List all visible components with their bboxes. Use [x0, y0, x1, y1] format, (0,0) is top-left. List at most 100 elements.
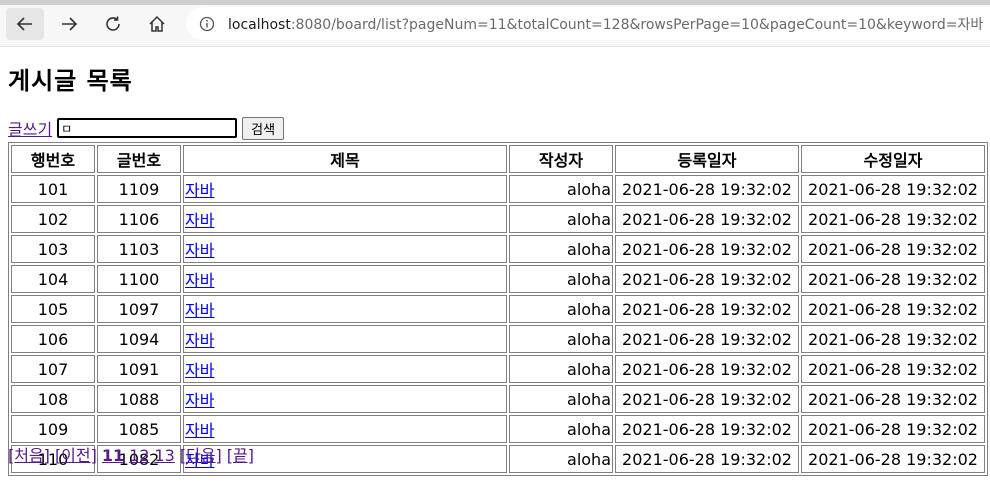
reg-date-cell: 2021-06-28 19:32:02	[615, 445, 799, 473]
post-number-cell: 1094	[97, 325, 181, 353]
post-number-cell: 1100	[97, 265, 181, 293]
search-toolbar: 글쓰기 검색	[8, 116, 285, 140]
mod-date-cell: 2021-06-28 19:32:02	[801, 295, 985, 323]
page-number-list: 11 12 13	[102, 446, 180, 465]
title-cell: 자바	[183, 385, 507, 413]
post-title-link[interactable]: 자바	[185, 181, 215, 200]
url-text: localhost:8080/board/list?pageNum=11&tot…	[228, 14, 983, 34]
row-number-cell: 102	[11, 205, 95, 233]
title-cell: 자바	[183, 265, 507, 293]
title-cell: 자바	[183, 295, 507, 323]
page-number-link[interactable]: 13	[154, 446, 175, 465]
post-number-cell: 1106	[97, 205, 181, 233]
table-row: 109 1085 자바 aloha 2021-06-28 19:32:02 2021-06…	[11, 415, 985, 443]
title-cell: 자바	[183, 325, 507, 353]
row-number-cell: 110	[11, 445, 95, 473]
table-row: 105 1097 자바 aloha 2021-06-28 19:32:02 2021-06…	[11, 295, 985, 323]
info-icon[interactable]	[198, 15, 216, 33]
writer-cell: aloha	[509, 295, 613, 323]
title-cell: 자바	[183, 415, 507, 443]
reload-button[interactable]	[94, 8, 132, 40]
browser-toolbar: localhost:8080/board/list?pageNum=11&tot…	[0, 0, 990, 47]
row-number-cell: 101	[11, 175, 95, 203]
search-input[interactable]	[57, 118, 238, 138]
row-number-cell: 105	[11, 295, 95, 323]
post-title-link[interactable]: 자바	[185, 391, 215, 410]
writer-cell: aloha	[509, 235, 613, 263]
home-button[interactable]	[138, 8, 176, 40]
post-title-link[interactable]: 자바	[185, 451, 215, 470]
table-header-row: 행번호 글번호 제목 작성자 등록일자 수정일자	[11, 145, 985, 173]
header-title: 제목	[183, 145, 507, 173]
page-title: 게시글 목록	[8, 67, 133, 95]
url-path: :8080/board/list?pageNum=11&totalCount=1…	[290, 16, 984, 33]
mod-date-cell: 2021-06-28 19:32:02	[801, 355, 985, 383]
mod-date-cell: 2021-06-28 19:32:02	[801, 445, 985, 473]
reg-date-cell: 2021-06-28 19:32:02	[615, 385, 799, 413]
table-row: 104 1100 자바 aloha 2021-06-28 19:32:02 2021-06…	[11, 265, 985, 293]
page-first-link[interactable]: [처음]	[8, 446, 50, 465]
header-row-number: 행번호	[11, 145, 95, 173]
row-number-cell: 106	[11, 325, 95, 353]
row-number-cell: 103	[11, 235, 95, 263]
post-title-link[interactable]: 자바	[185, 361, 215, 380]
page-last-link[interactable]: [끝]	[226, 446, 255, 465]
arrow-left-icon	[16, 17, 32, 31]
post-title-link[interactable]: 자바	[185, 271, 215, 290]
title-cell: 자바	[183, 175, 507, 203]
header-post-number: 글번호	[97, 145, 181, 173]
reg-date-cell: 2021-06-28 19:32:02	[615, 415, 799, 443]
row-number-cell: 109	[11, 415, 95, 443]
forward-button[interactable]	[50, 8, 88, 40]
writer-cell: aloha	[509, 385, 613, 413]
writer-cell: aloha	[509, 205, 613, 233]
reg-date-cell: 2021-06-28 19:32:02	[615, 355, 799, 383]
reload-icon	[106, 16, 120, 31]
home-icon	[149, 15, 165, 32]
post-title-link[interactable]: 자바	[185, 211, 215, 230]
mod-date-cell: 2021-06-28 19:32:02	[801, 205, 985, 233]
row-number-cell: 108	[11, 385, 95, 413]
writer-cell: aloha	[509, 265, 613, 293]
table-body: 101 1109 자바 aloha 2021-06-28 19:32:02 2021-06…	[11, 175, 985, 473]
post-title-link[interactable]: 자바	[185, 241, 215, 260]
post-number-cell: 1097	[97, 295, 181, 323]
table-row: 103 1103 자바 aloha 2021-06-28 19:32:02 2021-06…	[11, 235, 985, 263]
mod-date-cell: 2021-06-28 19:32:02	[801, 385, 985, 413]
mod-date-cell: 2021-06-28 19:32:02	[801, 325, 985, 353]
write-post-link[interactable]: 글쓰기	[8, 120, 53, 139]
tab-strip	[0, 0, 990, 5]
mod-date-cell: 2021-06-28 19:32:02	[801, 265, 985, 293]
mod-date-cell: 2021-06-28 19:32:02	[801, 415, 985, 443]
page-next-link[interactable]: [다음]	[179, 446, 222, 465]
post-title-link[interactable]: 자바	[185, 331, 215, 350]
reg-date-cell: 2021-06-28 19:32:02	[615, 205, 799, 233]
post-title-link[interactable]: 자바	[185, 301, 215, 320]
row-number-cell: 107	[11, 355, 95, 383]
search-button[interactable]: 검색	[242, 116, 285, 140]
row-number-cell: 104	[11, 265, 95, 293]
writer-cell: aloha	[509, 175, 613, 203]
table-row: 107 1091 자바 aloha 2021-06-28 19:32:02 2021-06…	[11, 355, 985, 383]
url-host: localhost	[228, 16, 291, 33]
page-content: 게시글 목록 글쓰기 검색 행번호 글번호 제목 작성자 등록일자 수정일자 1…	[8, 46, 988, 476]
header-reg-date: 등록일자	[615, 145, 799, 173]
writer-cell: aloha	[509, 355, 613, 383]
active-tab-edge	[0, 0, 990, 5]
reg-date-cell: 2021-06-28 19:32:02	[615, 295, 799, 323]
mod-date-cell: 2021-06-28 19:32:02	[801, 235, 985, 263]
header-writer: 작성자	[509, 145, 613, 173]
page-number-link[interactable]: 12	[129, 446, 150, 465]
table-row: 106 1094 자바 aloha 2021-06-28 19:32:02 2021-06…	[11, 325, 985, 353]
pagination: [처음] [이전] 11 12 13 [다음] [끝]	[8, 442, 259, 466]
reg-date-cell: 2021-06-28 19:32:02	[615, 235, 799, 263]
back-button[interactable]	[6, 8, 44, 40]
title-cell: 자바	[183, 235, 507, 263]
post-title-link[interactable]: 자바	[185, 421, 215, 440]
reg-date-cell: 2021-06-28 19:32:02	[615, 265, 799, 293]
address-bar[interactable]: localhost:8080/board/list?pageNum=11&tot…	[186, 7, 990, 40]
page-prev-link[interactable]: [이전]	[54, 446, 97, 465]
page-number-link[interactable]: 11	[101, 446, 125, 465]
reg-date-cell: 2021-06-28 19:32:02	[615, 175, 799, 203]
post-number-cell: 1091	[97, 355, 181, 383]
